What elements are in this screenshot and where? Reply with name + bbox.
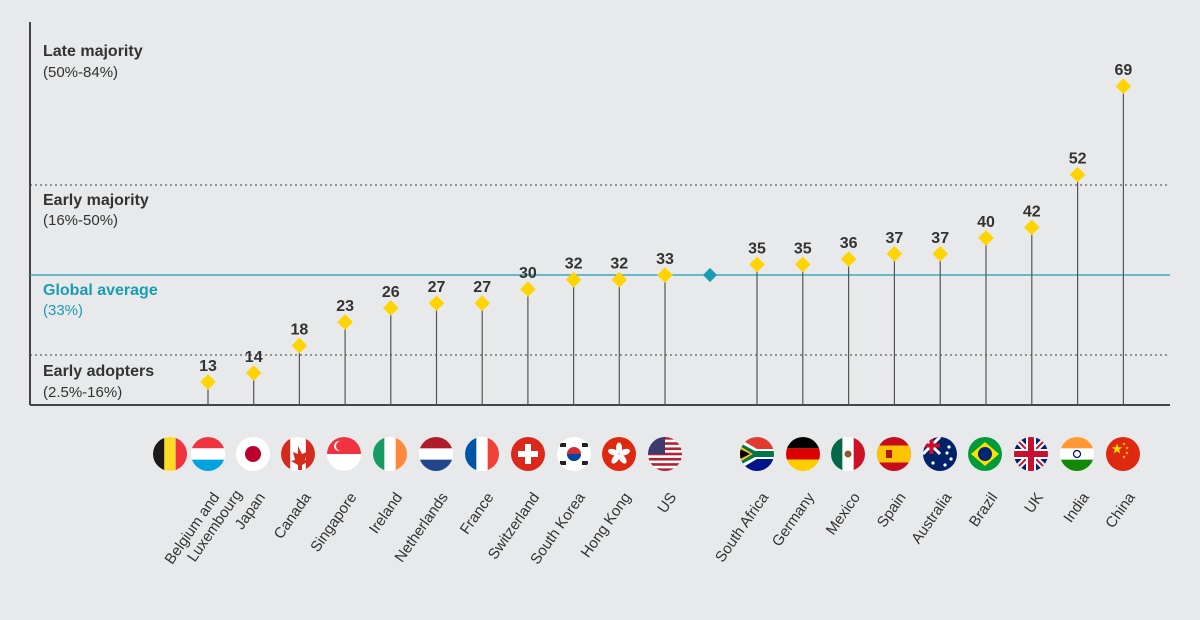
- global-average-label: Global average: [43, 282, 158, 299]
- value-label-china: 69: [1115, 62, 1133, 79]
- marker-belgium-and-luxembourg: [200, 374, 216, 390]
- switzerland-flag-icon: [511, 437, 545, 471]
- marker-canada: [291, 337, 308, 354]
- marker-us: [657, 267, 673, 283]
- marker-singapore: [337, 314, 353, 330]
- japan-flag-icon: [236, 437, 270, 471]
- marker-brazil: [978, 230, 994, 246]
- australia-flag-icon: [923, 437, 957, 471]
- axes: [29, 22, 1170, 406]
- global-average-value: (33%): [43, 302, 83, 319]
- value-label-belgium-and-luxembourg: 13: [199, 358, 217, 375]
- value-label-south-korea: 32: [565, 256, 583, 273]
- value-label-germany: 35: [794, 240, 812, 257]
- early-majority-range: (16%-50%): [43, 212, 118, 229]
- germany-flag-icon: [786, 437, 820, 471]
- early-adopters-range: (2.5%-16%): [43, 384, 122, 401]
- marker-china: [1115, 78, 1132, 94]
- value-label-brazil: 40: [977, 214, 995, 231]
- marker-germany: [795, 256, 811, 273]
- value-label-singapore: 23: [336, 298, 354, 315]
- marker-south-africa: [749, 256, 765, 273]
- value-label-ireland: 26: [382, 284, 400, 301]
- singapore-flag-icon: [327, 437, 361, 471]
- early-majority-label: Early majority: [43, 192, 149, 209]
- category-label-china: China: [1102, 489, 1139, 531]
- marker-south-korea: [565, 271, 582, 288]
- canada-flag-icon: [281, 437, 315, 471]
- category-label-singapore: Singapore: [307, 490, 360, 556]
- late-majority-label: Late majority: [43, 43, 143, 60]
- category-label-india: India: [1060, 489, 1093, 526]
- stems: [207, 86, 1125, 405]
- marker-japan: [245, 365, 262, 381]
- value-label-switzerland: 30: [519, 265, 537, 282]
- value-label-japan: 14: [245, 349, 263, 366]
- category-label-belgium-and-luxembourg: Belgium andLuxembourg: [162, 477, 246, 577]
- category-label-uk: UK: [1021, 490, 1047, 517]
- netherlands-flag-icon: [419, 437, 453, 471]
- hong-kong-flag-icon: [602, 437, 636, 471]
- category-label-canada: Canada: [271, 489, 315, 542]
- flags: [153, 437, 1140, 471]
- value-label-canada: 18: [291, 322, 309, 339]
- value-label-south-africa: 35: [748, 240, 766, 257]
- marker-hong-kong: [611, 271, 628, 288]
- us-flag-icon: [648, 437, 682, 471]
- value-label-france: 27: [473, 279, 491, 296]
- value-label-australia: 37: [931, 230, 949, 247]
- marker-mexico: [840, 251, 857, 267]
- global-average-marker: [702, 267, 718, 283]
- value-label-mexico: 36: [840, 235, 858, 252]
- south-korea-flag-icon: [557, 437, 591, 471]
- mexico-flag-icon: [831, 437, 865, 471]
- value-label-netherlands: 27: [428, 279, 446, 296]
- category-label-brazil: Brazil: [966, 490, 1001, 530]
- brazil-flag-icon: [968, 437, 1002, 471]
- category-label-us: US: [654, 490, 680, 517]
- markers: [200, 78, 1132, 390]
- category-label-south-africa: South Africa: [712, 489, 773, 566]
- france-flag-icon: [465, 437, 499, 471]
- south-africa-flag-icon: [740, 437, 774, 471]
- spain-flag-icon: [877, 437, 911, 471]
- india-flag-icon: [1060, 437, 1094, 471]
- value-label-spain: 37: [886, 230, 904, 247]
- uk-flag-icon: [1014, 437, 1048, 471]
- belgium-flag-icon: [153, 437, 187, 471]
- marker-ireland: [383, 300, 399, 316]
- luxembourg-flag-icon: [191, 437, 225, 471]
- band-lines: [30, 184, 1170, 356]
- category-label-australia: Australia: [908, 489, 956, 547]
- category-label-spain: Spain: [874, 490, 910, 531]
- marker-uk: [1024, 219, 1040, 236]
- value-labels: 13 14 18 23 26 27 27 30 32 32 33 35 35 36 37 37 40 42 52 69: [199, 62, 1132, 375]
- band-labels: Late majority (50%-84%) Early majority (…: [43, 43, 158, 401]
- china-flag-icon: [1106, 437, 1140, 471]
- marker-france: [474, 295, 490, 312]
- marker-switzerland: [520, 281, 536, 297]
- value-label-hong-kong: 32: [610, 256, 628, 273]
- late-majority-range: (50%-84%): [43, 64, 118, 81]
- category-label-ireland: Ireland: [366, 490, 406, 537]
- category-label-mexico: Mexico: [823, 490, 864, 539]
- category-label-germany: Germany: [769, 489, 819, 550]
- category-label-france: France: [457, 490, 498, 538]
- marker-netherlands: [428, 295, 445, 312]
- global-average-line: [30, 267, 1170, 283]
- marker-spain: [886, 246, 903, 262]
- early-adopters-label: Early adopters: [43, 363, 154, 380]
- marker-india: [1069, 166, 1086, 183]
- marker-australia: [932, 246, 948, 262]
- value-label-india: 52: [1069, 151, 1087, 168]
- value-label-us: 33: [656, 251, 674, 268]
- ireland-flag-icon: [373, 437, 407, 471]
- value-label-uk: 42: [1023, 203, 1041, 220]
